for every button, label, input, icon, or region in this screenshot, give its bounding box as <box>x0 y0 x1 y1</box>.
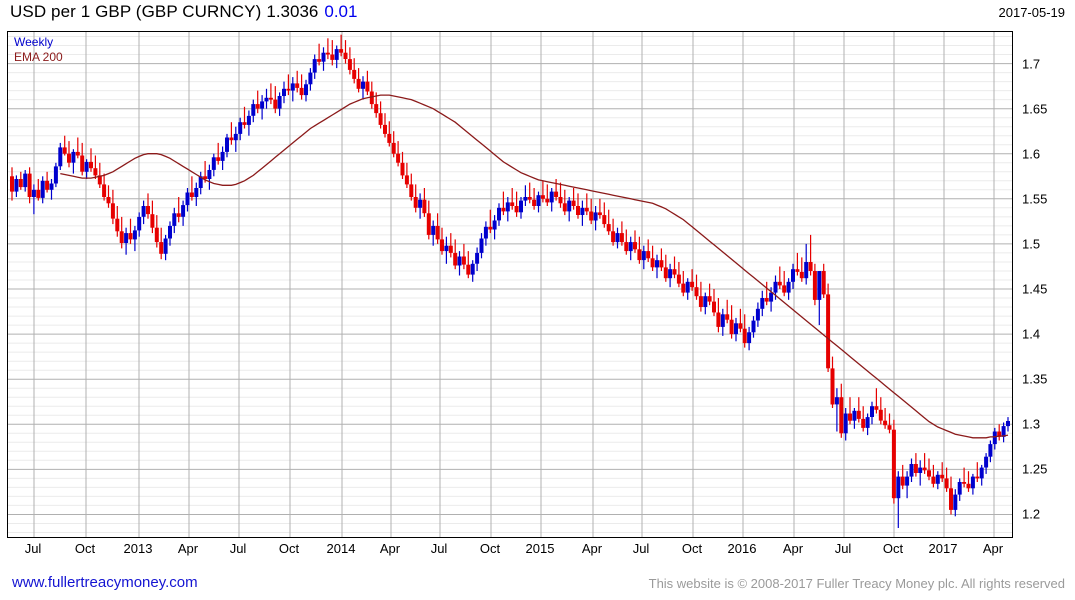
x-axis-tick-label: Oct <box>74 541 96 556</box>
x-axis-tick-label: 2015 <box>525 541 555 556</box>
x-axis-tick-label: 2014 <box>326 541 356 556</box>
last-price: 1.3036 <box>266 2 319 21</box>
y-axis-tick-label: 1.35 <box>1022 371 1048 387</box>
x-axis-tick-label: Oct <box>278 541 300 556</box>
x-axis-tick-label: Apr <box>982 541 1004 556</box>
y-axis-tick-label: 1.65 <box>1022 101 1048 117</box>
y-axis-labels: 1.7 1.65 1.6 1.55 1.5 1.45 1.4 1.35 1.3 1.25 1.2 <box>1016 31 1075 538</box>
instrument-name: USD per 1 GBP (GBP CURNCY) <box>10 2 262 21</box>
x-axis-tick-label: Jul <box>24 541 42 556</box>
series-layer <box>8 32 1012 537</box>
legend-ema-200: EMA 200 <box>14 50 63 64</box>
grid-svg <box>8 32 1012 537</box>
x-axis-tick-label: Apr <box>379 541 401 556</box>
y-axis-tick-label: 1.6 <box>1022 146 1041 162</box>
chart-title-block: USD per 1 GBP (GBP CURNCY) 1.3036 0.01 <box>10 2 357 22</box>
price-change: 0.01 <box>324 2 358 21</box>
x-axis-tick-label: Oct <box>882 541 904 556</box>
site-url[interactable]: www.fullertreacymoney.com <box>12 574 198 591</box>
x-axis-tick-label: 2017 <box>928 541 958 556</box>
y-axis-tick-label: 1.45 <box>1022 281 1048 297</box>
x-axis-tick-label: Apr <box>177 541 199 556</box>
chart-footer: www.fullertreacymoney.com This website i… <box>0 572 1075 600</box>
x-axis-tick-label: Jul <box>632 541 650 556</box>
y-axis-tick-label: 1.25 <box>1022 461 1048 477</box>
x-axis-tick-label: 2013 <box>123 541 153 556</box>
chart-date: 2017-05-19 <box>998 5 1066 20</box>
x-axis-labels: Jul Oct 2013 Apr Jul Oct 2014 Apr Jul Oct 2015 Apr J… <box>7 541 1013 563</box>
price-series-svg <box>10 34 1010 528</box>
x-axis-tick-label: Apr <box>782 541 804 556</box>
y-axis-tick-label: 1.2 <box>1022 506 1041 522</box>
x-axis-tick-label: Oct <box>681 541 703 556</box>
x-axis-tick-label: Apr <box>581 541 603 556</box>
y-axis-tick-label: 1.55 <box>1022 191 1048 207</box>
x-axis-tick-label: Jul <box>834 541 852 556</box>
x-axis-tick-label: 2016 <box>727 541 757 556</box>
y-axis-tick-label: 1.7 <box>1022 56 1041 72</box>
x-axis-tick-label: Oct <box>479 541 501 556</box>
x-axis-tick-label: Jul <box>430 541 448 556</box>
chart-legend: Weekly EMA 200 <box>14 35 63 65</box>
x-axis-tick-label: Jul <box>229 541 247 556</box>
y-axis-tick-label: 1.5 <box>1022 236 1041 252</box>
y-axis-tick-label: 1.4 <box>1022 326 1041 342</box>
y-axis-tick-label: 1.3 <box>1022 416 1041 432</box>
legend-periodicity: Weekly <box>14 35 54 49</box>
chart-header: USD per 1 GBP (GBP CURNCY) 1.3036 0.01 201… <box>0 0 1075 26</box>
plot-area[interactable]: Weekly EMA 200 <box>7 31 1013 538</box>
grid-layer <box>8 32 1012 537</box>
copyright-notice: This website is © 2008-2017 Fuller Treac… <box>648 576 1065 591</box>
